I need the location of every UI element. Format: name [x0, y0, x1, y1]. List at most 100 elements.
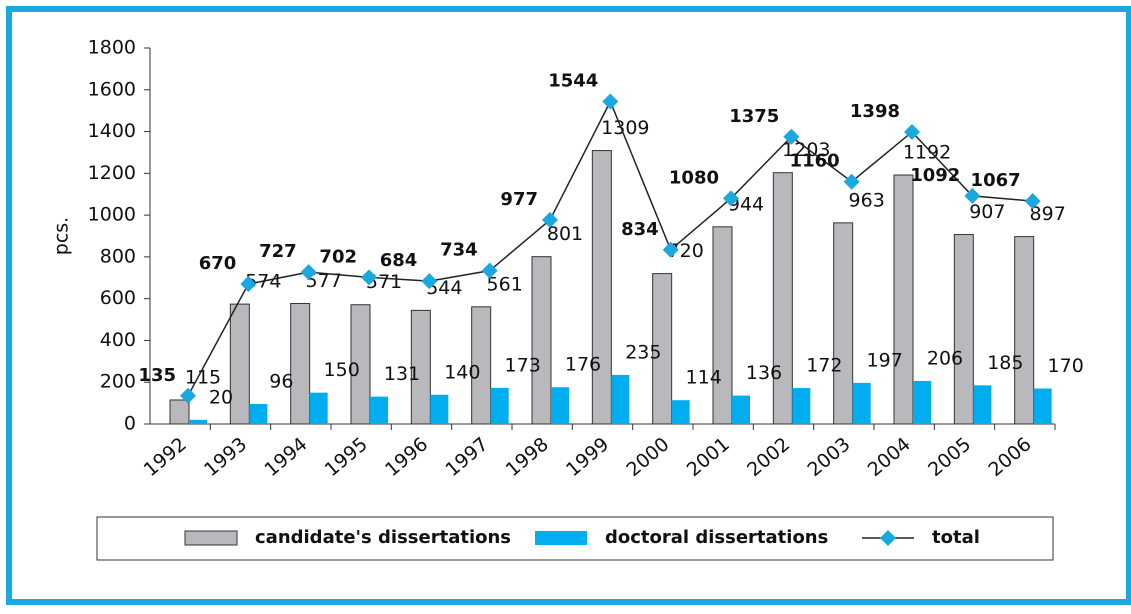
marker: [964, 187, 981, 204]
marker: [180, 387, 196, 404]
data-label: 801: [547, 223, 583, 245]
marker: [723, 190, 739, 207]
y-tick-label: 1800: [88, 37, 136, 59]
bar: [732, 395, 750, 424]
data-label: 1192: [903, 142, 951, 164]
y-tick-label: 200: [100, 371, 136, 393]
bar: [1033, 388, 1052, 424]
y-tick-label: 1000: [88, 204, 136, 226]
data-label: 561: [487, 273, 523, 295]
total-label: 684: [380, 250, 418, 271]
data-label: 907: [969, 201, 1005, 223]
total-label: 1375: [729, 106, 779, 127]
bar: [953, 234, 974, 425]
bar: [611, 374, 630, 424]
data-label: 235: [625, 341, 661, 363]
bar: [792, 388, 811, 424]
frame: [6, 6, 1131, 605]
x-tick-label: 1997: [441, 433, 492, 481]
y-tick-label: 600: [100, 287, 136, 309]
x-tick-label: 1996: [381, 433, 432, 481]
data-label: 114: [686, 367, 722, 389]
x-tick-label: 1998: [502, 433, 553, 481]
bar: [913, 380, 931, 424]
data-label: 206: [927, 347, 963, 369]
bar: [309, 392, 328, 424]
total-label: 135: [138, 365, 176, 386]
marker: [240, 276, 257, 293]
bar: [1014, 236, 1035, 425]
data-label: 131: [384, 363, 420, 385]
marker: [662, 241, 679, 258]
marker: [1024, 193, 1041, 210]
bar: [410, 309, 431, 425]
data-label: 197: [867, 349, 903, 371]
legend-swatch: [535, 531, 587, 545]
data-label: 176: [565, 354, 601, 376]
bar: [973, 385, 992, 424]
bar: [471, 306, 492, 425]
data-label: 1309: [601, 117, 649, 139]
bar: [229, 303, 250, 425]
bar: [551, 387, 569, 424]
x-tick-label: 1993: [200, 433, 251, 481]
y-tick-label: 0: [124, 413, 136, 435]
legend-label: candidate's dissertations: [255, 527, 511, 548]
x-tick-label: 2005: [924, 433, 975, 481]
x-tick-label: 2000: [622, 433, 673, 481]
data-label: 136: [746, 362, 782, 384]
data-label: 173: [505, 354, 541, 376]
marker: [481, 262, 498, 279]
marker: [602, 93, 619, 110]
bar: [531, 256, 552, 425]
total-label: 1067: [971, 170, 1021, 191]
marker: [843, 173, 860, 190]
bar: [772, 172, 793, 425]
marker: [783, 128, 800, 145]
bar: [169, 399, 190, 425]
x-tick-label: 1994: [260, 433, 311, 481]
legend-marker: [880, 530, 896, 546]
total-label: 1160: [790, 151, 840, 172]
data-label: 897: [1030, 203, 1066, 225]
marker: [542, 211, 558, 228]
total-label: 977: [500, 189, 538, 210]
bar: [893, 174, 914, 425]
x-tick-label: 2006: [984, 433, 1035, 481]
marker: [361, 269, 377, 286]
bar: [290, 302, 311, 425]
data-label: 170: [1048, 355, 1084, 377]
total-label: 734: [440, 240, 478, 261]
data-label: 185: [987, 352, 1023, 374]
x-tick-label: 1999: [562, 433, 613, 481]
total-label: 1398: [850, 101, 900, 122]
total-label: 727: [259, 241, 297, 262]
x-tick-label: 1995: [321, 433, 372, 481]
total-label: 1080: [669, 167, 719, 188]
bar: [671, 400, 690, 424]
marker: [300, 264, 317, 281]
y-tick-label: 1200: [88, 162, 136, 184]
x-tick-label: 1992: [140, 433, 191, 481]
y-tick-label: 800: [100, 245, 136, 267]
bar: [430, 394, 449, 424]
data-label: 96: [269, 370, 293, 392]
data-label: 577: [306, 270, 342, 292]
legend-swatch: [184, 530, 238, 546]
marker: [421, 273, 438, 290]
bar: [591, 150, 612, 425]
x-tick-label: 2003: [803, 433, 854, 481]
total-label: 834: [621, 219, 659, 240]
data-label: 172: [806, 355, 842, 377]
legend-box: [96, 516, 1054, 561]
total-label: 670: [199, 253, 237, 274]
x-tick-label: 2001: [683, 433, 734, 481]
bar: [833, 222, 854, 425]
total-label: 1092: [910, 165, 960, 186]
bar: [490, 387, 509, 424]
total-label: 702: [319, 246, 357, 267]
bar: [852, 382, 871, 424]
data-label: 140: [444, 361, 480, 383]
y-axis-label: pcs.: [51, 217, 73, 255]
